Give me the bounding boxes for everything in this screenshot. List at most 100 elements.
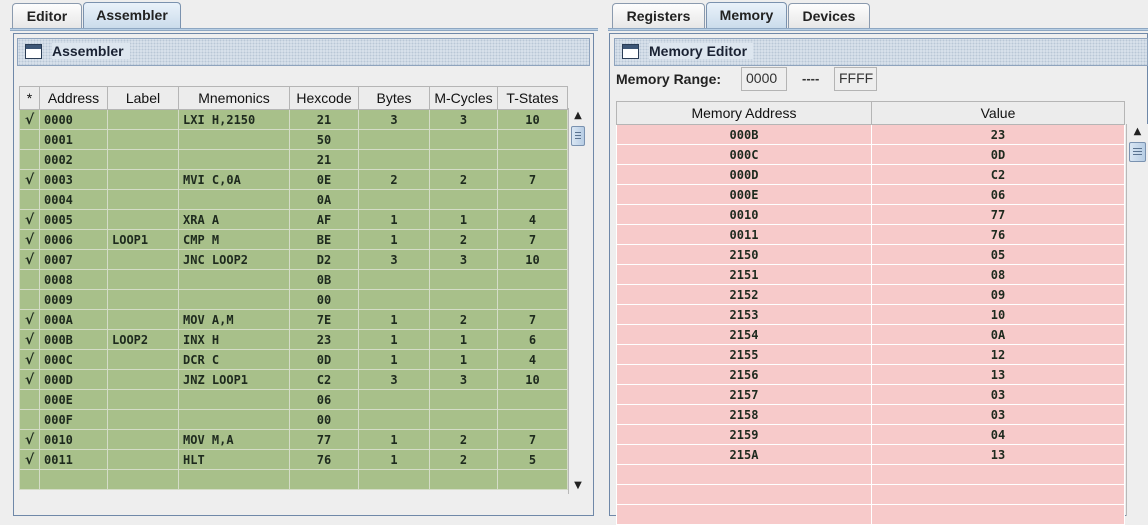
- table-row[interactable]: [616, 464, 1125, 485]
- tstates-cell[interactable]: 5: [497, 449, 568, 470]
- tstates-cell[interactable]: [497, 409, 568, 430]
- bytes-cell[interactable]: 3: [358, 249, 430, 270]
- table-row[interactable]: 000F 00: [19, 409, 568, 430]
- bytes-cell[interactable]: 1: [358, 349, 430, 370]
- table-row[interactable]: 0001 50: [19, 129, 568, 150]
- table-row[interactable]: 000C 0D: [616, 144, 1125, 165]
- table-row[interactable]: 2152 09: [616, 284, 1125, 305]
- hexcode-cell[interactable]: D2: [289, 249, 359, 270]
- hexcode-cell[interactable]: 7E: [289, 309, 359, 330]
- hexcode-cell[interactable]: 76: [289, 449, 359, 470]
- assembler-column-header[interactable]: T-States: [497, 86, 568, 110]
- hexcode-cell[interactable]: 0E: [289, 169, 359, 190]
- address-cell[interactable]: [39, 469, 108, 490]
- memory-address-cell[interactable]: 2156: [616, 364, 872, 385]
- tstates-cell[interactable]: [497, 469, 568, 490]
- address-cell[interactable]: 000E: [39, 389, 108, 410]
- scroll-thumb[interactable]: [571, 126, 585, 146]
- table-row[interactable]: [616, 504, 1125, 525]
- mcycles-cell[interactable]: [429, 389, 498, 410]
- memory-value-cell[interactable]: 76: [871, 224, 1125, 245]
- label-cell[interactable]: [107, 369, 179, 390]
- executed-mark[interactable]: [19, 269, 40, 290]
- address-cell[interactable]: 0007: [39, 249, 108, 270]
- mcycles-cell[interactable]: 1: [429, 349, 498, 370]
- memory-address-cell[interactable]: 2158: [616, 404, 872, 425]
- memory-value-cell[interactable]: 03: [871, 384, 1125, 405]
- tstates-cell[interactable]: 7: [497, 309, 568, 330]
- memory-address-cell[interactable]: 0011: [616, 224, 872, 245]
- tstates-cell[interactable]: 7: [497, 429, 568, 450]
- table-row[interactable]: 0008 0B: [19, 269, 568, 290]
- label-cell[interactable]: [107, 129, 179, 150]
- table-row[interactable]: 0004 0A: [19, 189, 568, 210]
- table-row[interactable]: 000D C2: [616, 164, 1125, 185]
- bytes-cell[interactable]: 1: [358, 309, 430, 330]
- hexcode-cell[interactable]: 77: [289, 429, 359, 450]
- table-row[interactable]: 0011 76: [616, 224, 1125, 245]
- memory-address-cell[interactable]: 2152: [616, 284, 872, 305]
- bytes-cell[interactable]: 2: [358, 169, 430, 190]
- tstates-cell[interactable]: [497, 289, 568, 310]
- table-row[interactable]: 0010 77: [616, 204, 1125, 225]
- hexcode-cell[interactable]: AF: [289, 209, 359, 230]
- hexcode-cell[interactable]: 0B: [289, 269, 359, 290]
- mnemonic-cell[interactable]: [178, 389, 290, 410]
- label-cell[interactable]: [107, 109, 179, 130]
- memory-range-to-field[interactable]: FFFF: [834, 67, 877, 91]
- bytes-cell[interactable]: 1: [358, 229, 430, 250]
- table-row[interactable]: 0009 00: [19, 289, 568, 310]
- mnemonic-cell[interactable]: MOV A,M: [178, 309, 290, 330]
- hexcode-cell[interactable]: 50: [289, 129, 359, 150]
- bytes-cell[interactable]: 1: [358, 329, 430, 350]
- label-cell[interactable]: [107, 389, 179, 410]
- tstates-cell[interactable]: [497, 129, 568, 150]
- table-row[interactable]: 2159 04: [616, 424, 1125, 445]
- memory-value-cell[interactable]: [871, 504, 1125, 525]
- mnemonic-cell[interactable]: [178, 289, 290, 310]
- memory-address-cell[interactable]: 000E: [616, 184, 872, 205]
- address-cell[interactable]: 0010: [39, 429, 108, 450]
- assembler-column-header[interactable]: Mnemonics: [178, 86, 290, 110]
- address-cell[interactable]: 0000: [39, 109, 108, 130]
- bytes-cell[interactable]: 1: [358, 209, 430, 230]
- tstates-cell[interactable]: 4: [497, 209, 568, 230]
- table-row[interactable]: √ 0011 HLT 76 1 2 5: [19, 449, 568, 470]
- bytes-cell[interactable]: [358, 269, 430, 290]
- executed-mark[interactable]: [19, 409, 40, 430]
- hexcode-cell[interactable]: 0D: [289, 349, 359, 370]
- bytes-cell[interactable]: [358, 129, 430, 150]
- label-cell[interactable]: [107, 409, 179, 430]
- assembler-column-header[interactable]: *: [19, 86, 40, 110]
- mcycles-cell[interactable]: [429, 409, 498, 430]
- memory-value-cell[interactable]: 77: [871, 204, 1125, 225]
- tstates-cell[interactable]: [497, 389, 568, 410]
- table-row[interactable]: √ 0010 MOV M,A 77 1 2 7: [19, 429, 568, 450]
- memory-value-cell[interactable]: 0A: [871, 324, 1125, 345]
- bytes-cell[interactable]: [358, 409, 430, 430]
- executed-mark[interactable]: √: [19, 329, 40, 350]
- memory-address-cell[interactable]: 000B: [616, 124, 872, 145]
- memory-address-cell[interactable]: 2154: [616, 324, 872, 345]
- table-row[interactable]: √ 0000 LXI H,2150 21 3 3 10: [19, 109, 568, 130]
- table-row[interactable]: 2158 03: [616, 404, 1125, 425]
- address-cell[interactable]: 0008: [39, 269, 108, 290]
- hexcode-cell[interactable]: 00: [289, 409, 359, 430]
- label-cell[interactable]: [107, 469, 179, 490]
- mnemonic-cell[interactable]: DCR C: [178, 349, 290, 370]
- mnemonic-cell[interactable]: [178, 469, 290, 490]
- address-cell[interactable]: 000B: [39, 329, 108, 350]
- mcycles-cell[interactable]: 2: [429, 429, 498, 450]
- mnemonic-cell[interactable]: JNC LOOP2: [178, 249, 290, 270]
- label-cell[interactable]: [107, 289, 179, 310]
- mcycles-cell[interactable]: [429, 269, 498, 290]
- bytes-cell[interactable]: 3: [358, 109, 430, 130]
- memory-address-cell[interactable]: 2150: [616, 244, 872, 265]
- table-row[interactable]: 2151 08: [616, 264, 1125, 285]
- address-cell[interactable]: 000F: [39, 409, 108, 430]
- executed-mark[interactable]: [19, 149, 40, 170]
- memory-value-cell[interactable]: 10: [871, 304, 1125, 325]
- table-row[interactable]: 2153 10: [616, 304, 1125, 325]
- label-cell[interactable]: [107, 349, 179, 370]
- table-row[interactable]: 2155 12: [616, 344, 1125, 365]
